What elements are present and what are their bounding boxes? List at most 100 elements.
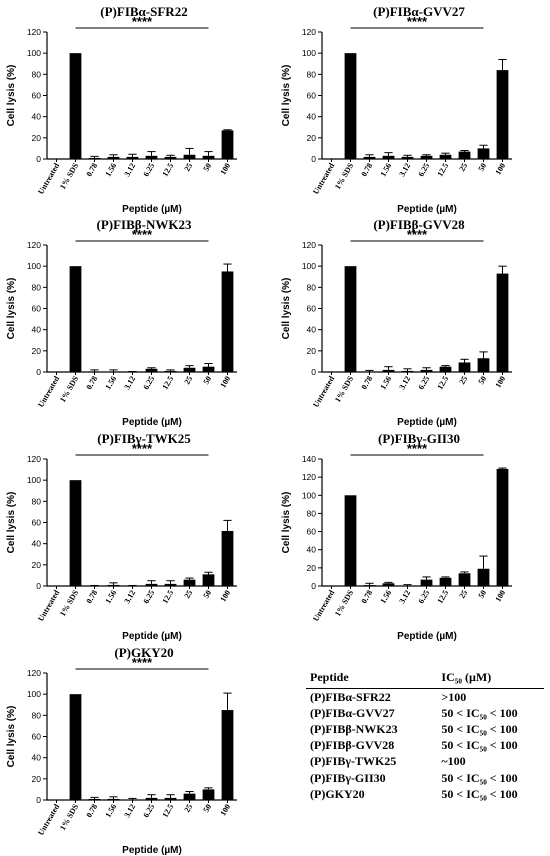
chart-fib-beta-nwk23: (P)FIBβ-NWK23 0 20 40 60 80 100 120 Untreated 1% … (0, 213, 265, 428)
chart-title: (P)FIBγ-GII30 (378, 431, 460, 446)
bar (88, 371, 101, 372)
x-tick-label: 12.5 (160, 162, 175, 179)
x-tick-label: 25 (182, 162, 194, 173)
y-tick-label: 120 (27, 668, 41, 678)
ic50-value: ~100 (441, 754, 466, 769)
x-axis-label: Peptide (µM) (122, 631, 182, 642)
x-tick-label: 3.12 (122, 162, 137, 179)
ic50-peptide: (P)FIBβ-GVV28 (310, 738, 395, 753)
significance-label: **** (132, 14, 153, 29)
y-tick-label: 0 (311, 581, 316, 591)
x-tick-label: 100 (493, 589, 507, 604)
bar (202, 155, 215, 159)
bar (382, 369, 395, 372)
x-tick-label: 1% SDS (333, 374, 355, 404)
y-tick-label: 80 (32, 496, 42, 506)
y-tick-label: 120 (302, 240, 316, 250)
ic50-header-value: IC₅₀ (µM) (423, 668, 544, 689)
bar (69, 694, 82, 800)
y-tick-label: 100 (27, 475, 41, 485)
y-tick-label: 20 (307, 563, 317, 573)
bar (458, 151, 471, 159)
y-tick-label: 60 (307, 91, 317, 101)
x-axis-label: Peptide (µM) (397, 204, 457, 215)
y-tick-label: 80 (307, 69, 317, 79)
chart-svg: (P)FIBα-SFR22 0 20 40 60 80 100 120 Untreated1% … (6, 4, 237, 215)
bar (221, 271, 234, 372)
y-tick-label: 120 (27, 27, 41, 37)
x-tick-label: 12.5 (160, 803, 175, 820)
significance-label: **** (132, 655, 153, 670)
x-tick-label: 1% SDS (333, 161, 355, 191)
y-tick-label: 80 (32, 710, 42, 720)
bar (69, 266, 82, 372)
chart-svg: (P)FIBα-GVV27 0 20 40 60 80 100 120 Untreated1% … (281, 4, 512, 215)
x-tick-label: 50 (201, 803, 213, 814)
bar (164, 583, 177, 586)
x-tick-label: 1.56 (103, 375, 118, 392)
x-tick-label: Untreated (36, 588, 61, 623)
bar (164, 156, 177, 159)
bar (420, 155, 433, 159)
bar (496, 273, 509, 372)
x-tick-label: 25 (457, 375, 469, 386)
y-tick-label: 40 (32, 112, 42, 122)
ic50-value: 50 < IC₅₀ < 100 (441, 721, 518, 736)
bar (458, 362, 471, 372)
ic50-value: >100 (441, 689, 467, 704)
y-tick-label: 120 (27, 240, 41, 250)
x-tick-label: 50 (476, 589, 488, 600)
y-tick-label: 0 (311, 154, 316, 164)
x-tick-label: 1.56 (378, 375, 393, 392)
y-tick-label: 120 (302, 27, 316, 37)
x-tick-label: 100 (218, 162, 232, 177)
bar (363, 585, 376, 586)
chart-title: (P)FIBα-SFR22 (100, 4, 187, 19)
x-tick-label: 25 (457, 162, 469, 173)
bar (344, 495, 357, 586)
x-tick-label: Untreated (36, 802, 61, 837)
x-tick-label: 1% SDS (333, 588, 355, 618)
x-tick-label: 1.56 (378, 589, 393, 606)
x-axis-label: Peptide (µM) (397, 417, 457, 428)
x-axis-label: Peptide (µM) (122, 845, 182, 856)
bar (107, 156, 120, 159)
bar (477, 358, 490, 372)
chart-fib-beta-gvv28: (P)FIBβ-GVV28 0 20 40 60 80 100 120 Untreated 1% … (275, 213, 540, 428)
bar (477, 568, 490, 586)
x-tick-label: 50 (476, 375, 488, 386)
bar (183, 367, 196, 372)
y-tick-label: 40 (32, 539, 42, 549)
y-tick-label: 20 (32, 346, 42, 356)
bar (145, 368, 158, 372)
chart-svg: (P)FIBγ-GII30 0 20 40 60 80 100 120 140 Untreated… (281, 431, 512, 642)
y-tick-label: 0 (36, 367, 41, 377)
y-axis-label: Cell lysis (%) (281, 278, 292, 340)
x-tick-label: 0.78 (359, 162, 374, 179)
y-tick-label: 0 (36, 154, 41, 164)
bar (401, 156, 414, 159)
x-tick-label: 3.12 (397, 589, 412, 606)
ic50-value: 50 < IC₅₀ < 100 (441, 705, 518, 720)
bar (344, 266, 357, 372)
y-tick-label: 80 (32, 282, 42, 292)
y-tick-label: 40 (307, 112, 317, 122)
x-tick-label: 12.5 (160, 375, 175, 392)
chart-title: (P)FIBγ-TWK25 (97, 431, 191, 446)
bar (69, 480, 82, 586)
bar (126, 799, 139, 800)
bar (126, 156, 139, 159)
x-tick-label: 100 (218, 589, 232, 604)
bar (88, 157, 101, 159)
bar (458, 573, 471, 586)
x-axis-label: Peptide (µM) (122, 417, 182, 428)
x-tick-label: 0.78 (84, 589, 99, 606)
x-tick-label: 6.25 (141, 589, 156, 606)
x-tick-label: 3.12 (122, 375, 137, 392)
x-tick-label: 12.5 (160, 589, 175, 606)
y-axis-label: Cell lysis (%) (6, 65, 17, 127)
ic50-header-peptide: Peptide (306, 668, 424, 689)
x-axis-label: Peptide (µM) (397, 631, 457, 642)
y-tick-label: 100 (27, 48, 41, 58)
